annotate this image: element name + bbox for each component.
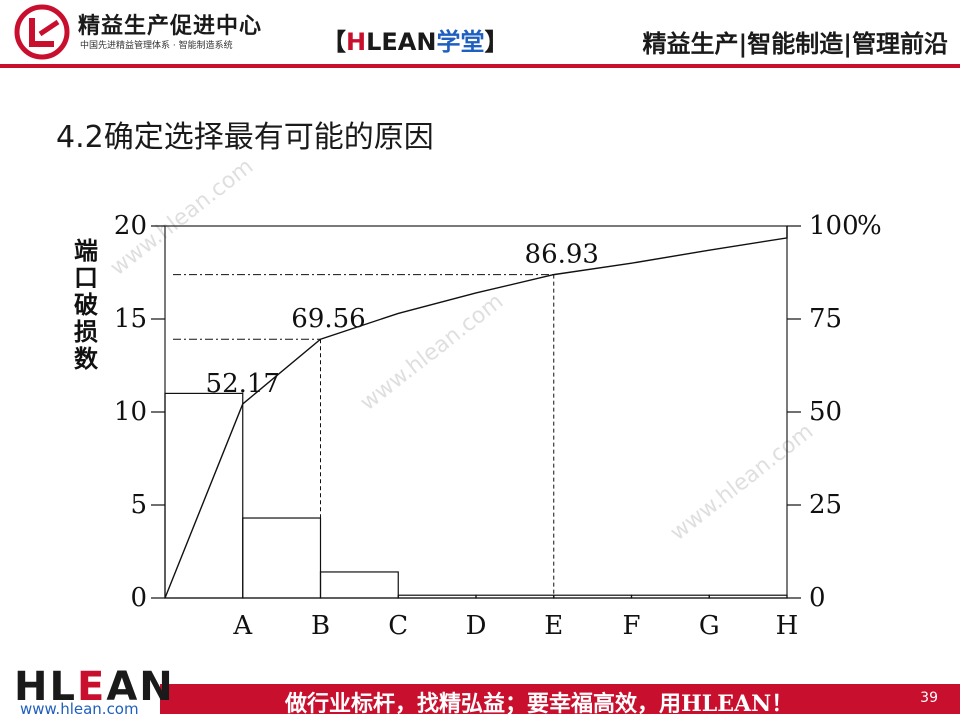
y-right-tick-label: 50 [809,397,842,427]
brand-xuetang: 学堂 [436,28,485,56]
x-tick-label-h: H [776,611,799,641]
plot-frame [164,225,788,599]
y-right-unit: % [857,211,882,241]
cumulative-data-label: 52.17 [206,369,280,399]
x-tick-label-e: E [544,611,563,641]
brand-h: H [346,28,367,56]
y-right-tick-label: 0 [809,583,826,613]
x-tick-label-b: B [311,611,330,641]
x-tick-label-d: D [466,611,487,641]
footer-logo-h: H [14,664,50,710]
slide-header: 精益生产促进中心 中国先进精益管理体系 · 智能制造系统 【HLEAN学堂】 精… [0,0,960,66]
footer-url[interactable]: www.hlean.com [20,700,139,718]
brand-bracket-open: 【 [322,28,346,56]
y-left-tick-label: 20 [114,211,147,241]
bar-c [319,571,399,599]
footer-slogan: 做行业标杆，找精弘益；要幸福高效，用HLEAN！ [285,691,794,717]
brand-bracket-close: 】 [484,28,509,56]
x-tick-label-g: G [699,611,720,641]
footer-logo-l: L [49,664,77,710]
cumulative-line [164,226,788,599]
header-divider [0,64,960,68]
y-left-tick-label: 10 [114,397,147,427]
footer-logo: HLEAN [14,664,175,710]
bar-a [164,392,244,599]
footer-logo-an: AN [106,664,175,710]
y-right-tick-label: 25 [809,490,842,520]
footer-logo-e: E [76,664,107,710]
y-left-tick-label: 15 [114,304,147,334]
x-tick-label-a: A [232,611,253,641]
org-subtitle: 中国先进精益管理体系 · 智能制造系统 [80,41,233,51]
bar-e [475,594,555,599]
y-right-tick-label: 75 [809,304,842,334]
y-axis-label: 端口破损数 [74,237,98,373]
bar-g [630,594,710,599]
bar-h [708,594,788,599]
org-name: 精益生产促进中心 [78,14,263,39]
y-left-tick-label: 0 [130,583,147,613]
bar-b [242,517,322,599]
cumulative-data-label: 86.93 [525,240,599,270]
y-left-tick-label: 5 [130,490,147,520]
bar-f [553,594,633,599]
x-tick-label-f: F [622,611,640,641]
cumulative-data-label: 69.56 [291,304,365,334]
header-tagline: 精益生产|智能制造|管理前沿 [642,30,948,58]
hlean-logo-icon [14,4,70,60]
bar-d [397,594,477,599]
brand-title: 【HLEAN学堂】 [322,22,508,57]
y-right-tick-label: 100 [809,211,859,241]
x-tick-label-c: C [388,611,408,641]
brand-lean: LEAN [366,28,437,56]
page-number: 39 [920,690,938,706]
footer-band [160,684,960,714]
slide-title: 4.2确定选择最有可能的原因 [56,120,434,155]
